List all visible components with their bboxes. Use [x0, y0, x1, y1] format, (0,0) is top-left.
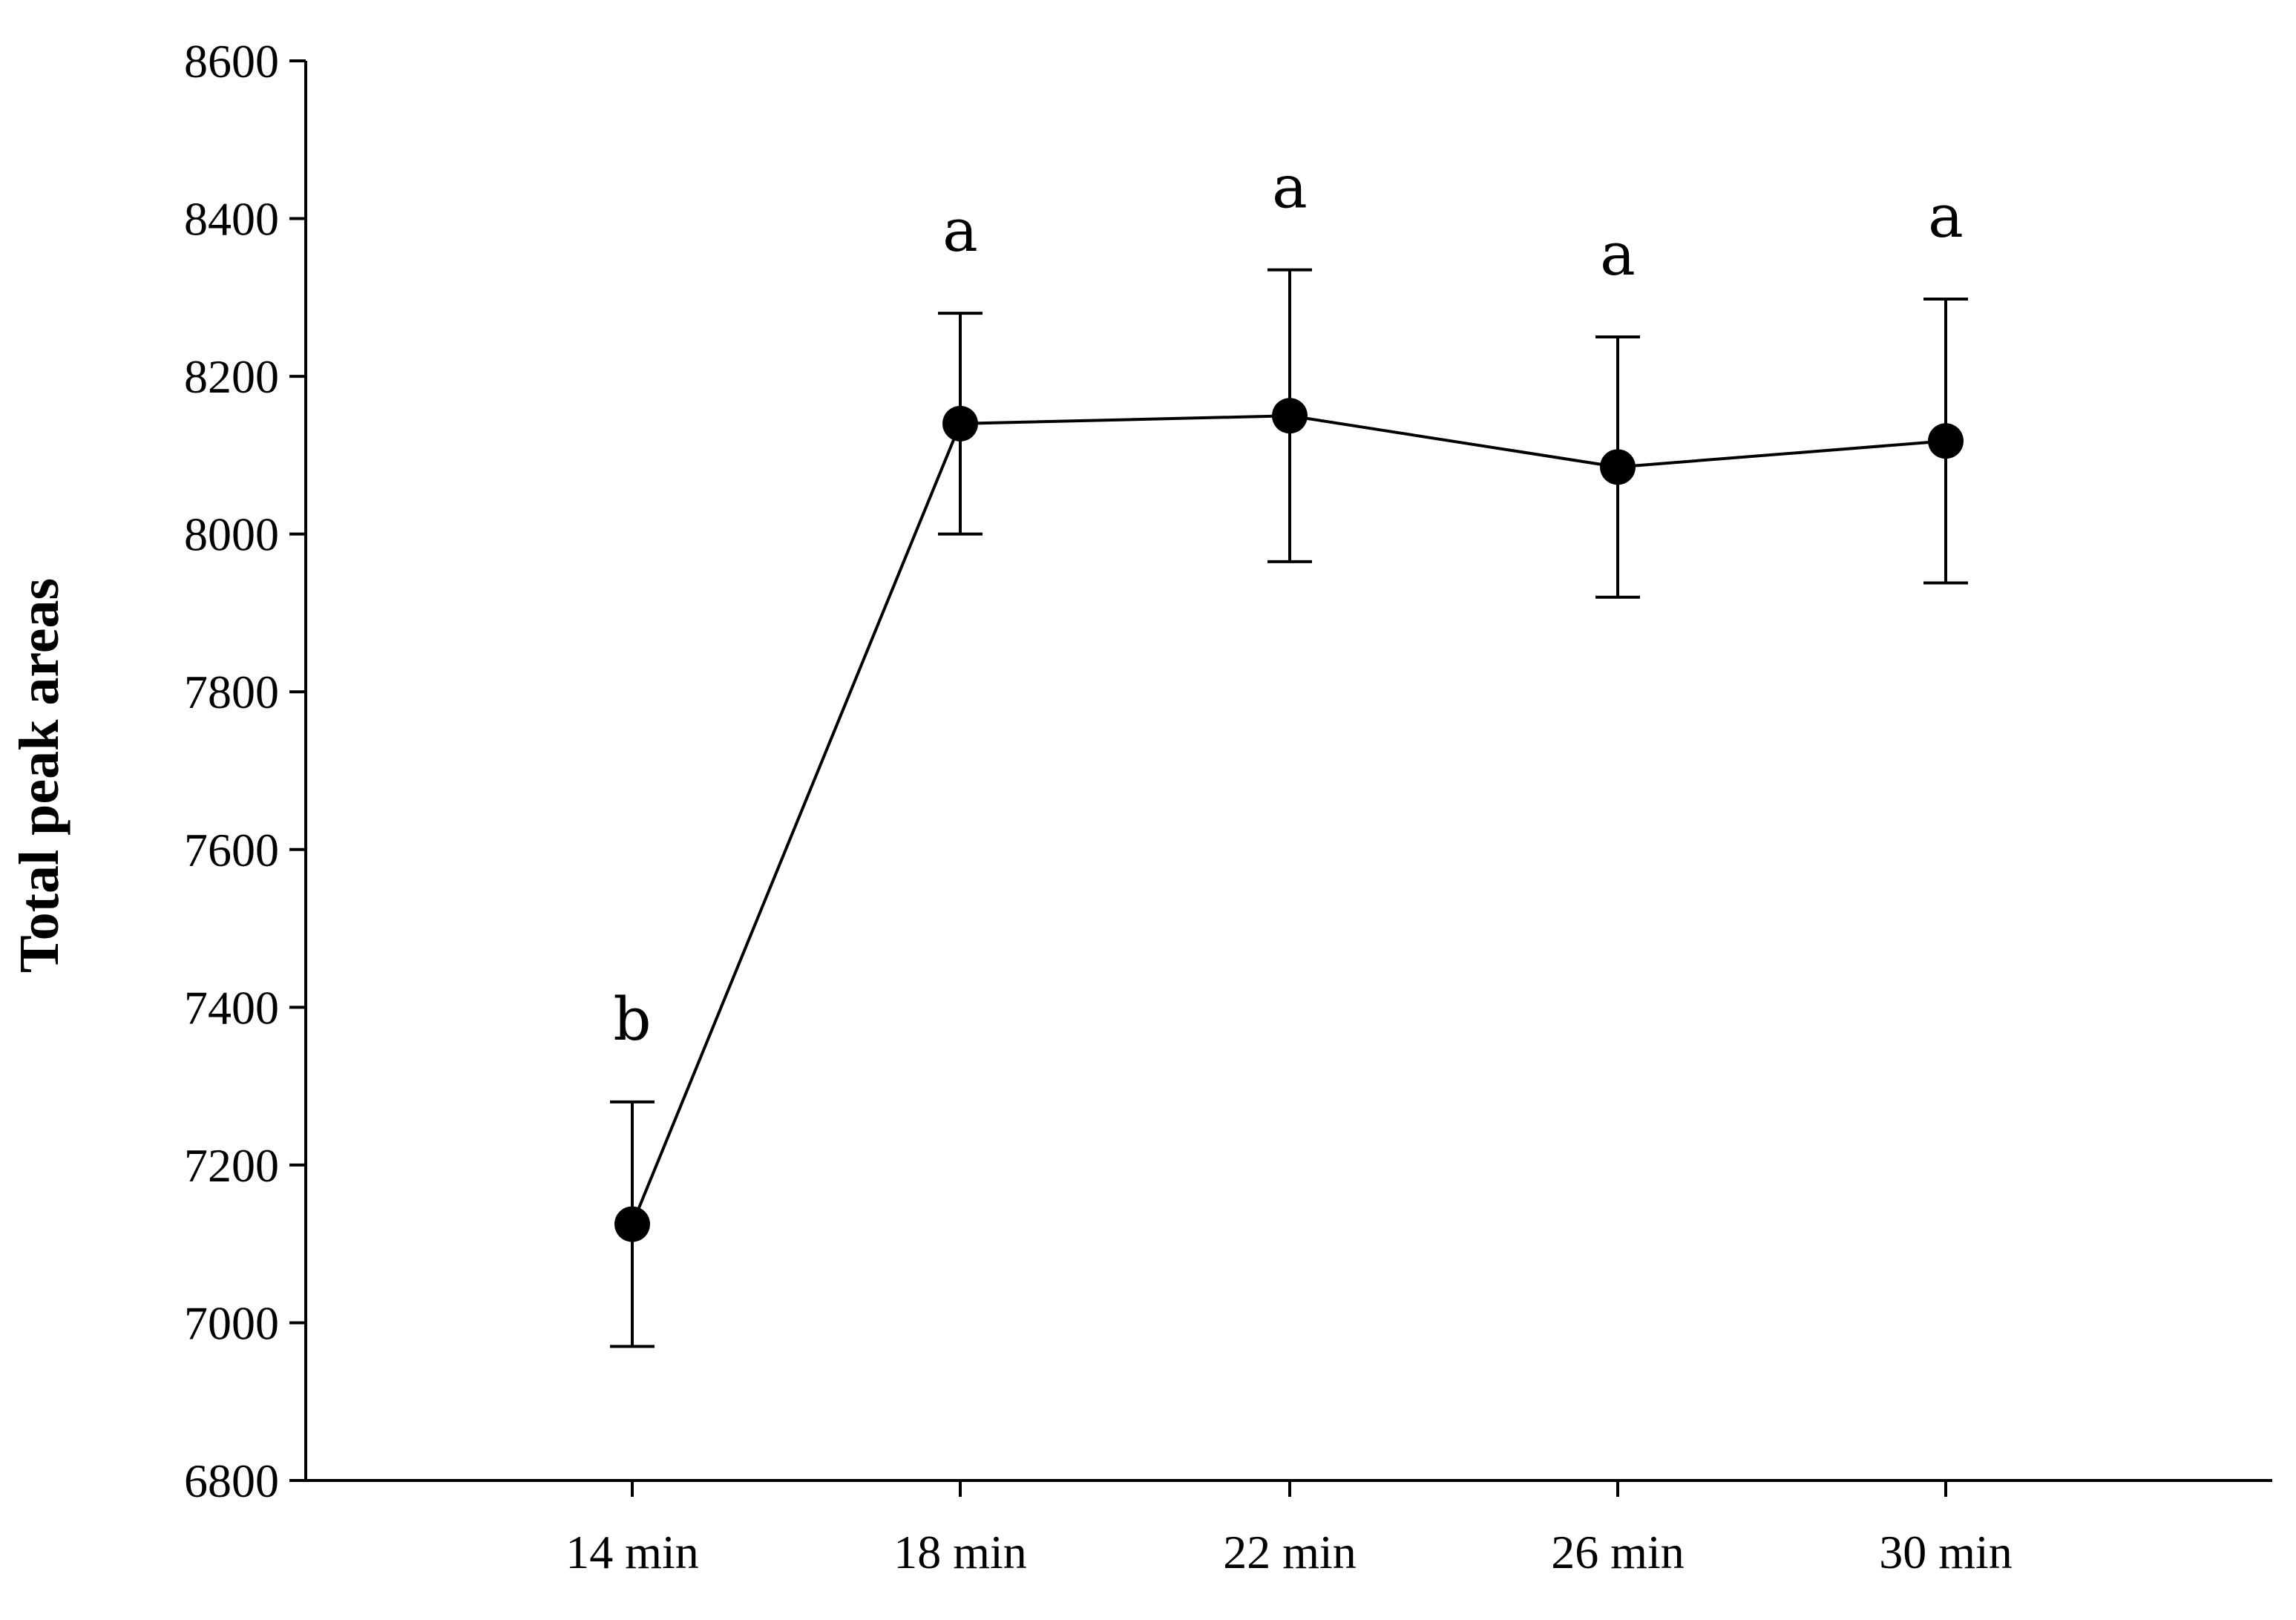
- data-point: [614, 1206, 650, 1242]
- y-axis-title: Total peak areas: [8, 578, 70, 973]
- data-series: [614, 398, 1964, 1242]
- y-tick-label: 8400: [184, 193, 279, 246]
- x-tick-label: 26 min: [1551, 1526, 1685, 1578]
- x-tick-label: 22 min: [1223, 1526, 1357, 1578]
- y-tick-label: 7800: [184, 666, 279, 718]
- data-point: [1600, 449, 1636, 485]
- significance-letter: a: [942, 196, 978, 265]
- x-axis: 14 min 18 min 22 min 26 min 30 min: [306, 1479, 2272, 1578]
- data-point: [1928, 423, 1964, 459]
- x-tick-label: 30 min: [1879, 1526, 2013, 1578]
- data-point: [942, 405, 978, 442]
- y-tick-label: 7400: [184, 981, 279, 1034]
- significance-letters: b a a a a: [613, 153, 1963, 1054]
- significance-letter: b: [613, 985, 651, 1054]
- significance-letter: a: [1600, 220, 1636, 289]
- x-tick-label: 14 min: [565, 1526, 699, 1578]
- y-tick-label: 8600: [184, 35, 279, 88]
- y-tick-label: 7000: [184, 1296, 279, 1349]
- significance-letter: a: [1272, 153, 1308, 222]
- significance-letter: a: [1928, 182, 1964, 251]
- y-tick-label: 8200: [184, 350, 279, 403]
- y-tick-label: 7200: [184, 1139, 279, 1192]
- y-tick-label: 6800: [184, 1455, 279, 1507]
- y-tick-label: 7600: [184, 824, 279, 876]
- y-tick-label: 8000: [184, 508, 279, 561]
- x-tick-label: 18 min: [893, 1526, 1027, 1578]
- data-point: [1272, 398, 1308, 434]
- y-axis: 6800 7000 7200 7400 7600 7800 8000 8200 8400 8600: [184, 35, 307, 1507]
